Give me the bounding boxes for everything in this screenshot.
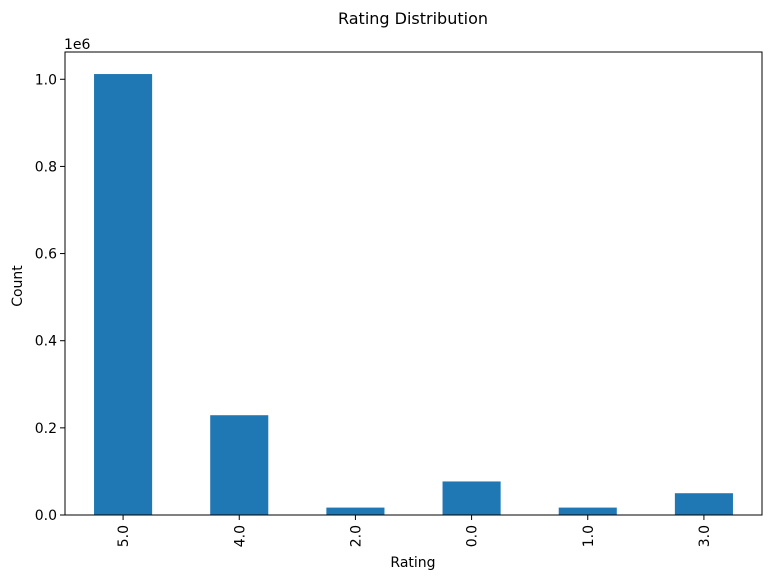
y-tick-label: 0.0	[35, 508, 57, 524]
chart-title: Rating Distribution	[338, 9, 488, 28]
x-tick-label: 3.0	[697, 525, 713, 547]
x-axis-label: Rating	[390, 555, 435, 571]
x-ticks-layer: 5.0 4.0 2.0 0.0 1.0 3.0	[116, 515, 713, 547]
y-tick-label: 0.6	[35, 247, 57, 263]
bar-1.0	[558, 507, 617, 515]
x-tick-label: 0.0	[465, 525, 481, 547]
y-tick-label: 0.2	[35, 421, 57, 437]
y-axis-label: Count	[10, 265, 26, 307]
x-tick-label: 4.0	[232, 525, 248, 547]
y-tick-label: 1.0	[35, 72, 57, 88]
y-tick-label: 0.8	[35, 159, 57, 175]
bars-layer	[94, 74, 733, 516]
x-tick-label: 1.0	[581, 525, 597, 547]
x-tick-label: 2.0	[348, 525, 364, 547]
bar-0.0	[442, 481, 501, 515]
bar-5.0	[94, 74, 153, 516]
x-tick-label: 5.0	[116, 525, 132, 547]
bar-4.0	[210, 415, 269, 515]
plot-frame	[64, 51, 763, 516]
y-tick-label: 0.4	[35, 334, 57, 350]
bar-2.0	[326, 507, 385, 515]
y-axis-scale-label: 1e6	[64, 37, 91, 53]
y-ticks-layer: 0.0 0.2 0.4 0.6 0.8 1.0	[35, 72, 65, 524]
bar-3.0	[674, 493, 733, 515]
